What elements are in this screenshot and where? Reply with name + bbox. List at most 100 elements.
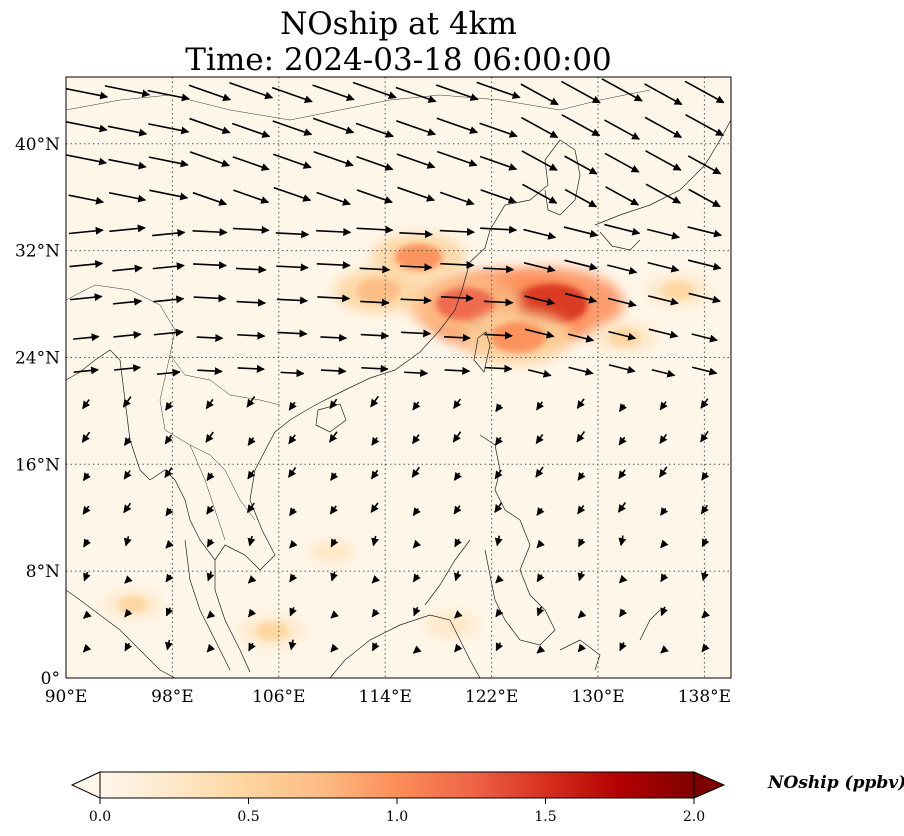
wind-arrow — [370, 395, 379, 408]
wind-arrow — [535, 401, 545, 411]
wind-arrow — [66, 120, 108, 133]
wind-vectors — [66, 78, 725, 654]
wind-arrow — [618, 535, 627, 547]
wind-arrow — [152, 262, 185, 271]
wind-arrow — [495, 403, 504, 413]
wind-arrow — [233, 189, 270, 204]
wind-arrow — [165, 573, 174, 583]
wind-arrow — [521, 116, 559, 139]
wind-arrow — [330, 472, 339, 481]
wind-arrow — [568, 366, 594, 376]
lat-tick-labels: 0° 8°N 16°N 24°N 32°N 40°N — [15, 135, 60, 689]
wind-arrow — [684, 80, 725, 104]
wind-arrow — [411, 466, 420, 478]
wind-arrow — [453, 571, 462, 582]
wind-arrow — [153, 328, 184, 337]
wind-arrow — [604, 223, 641, 236]
wind-arrow — [523, 228, 557, 240]
wind-arrow — [124, 608, 133, 618]
country-borders — [66, 89, 651, 541]
wind-arrow — [69, 293, 103, 302]
wind-arrow — [521, 150, 558, 171]
wind-arrow — [272, 120, 313, 136]
wind-arrow — [66, 87, 109, 100]
wind-arrow — [435, 84, 479, 101]
wind-arrow — [276, 296, 309, 305]
wind-arrow — [412, 573, 421, 583]
wind-arrow — [564, 259, 598, 271]
wind-arrow — [536, 539, 545, 549]
concentration-core — [437, 616, 466, 633]
wind-arrow — [646, 228, 680, 240]
wind-arrow — [401, 329, 432, 338]
wind-arrow — [494, 469, 503, 480]
wind-arrow — [524, 295, 556, 306]
wind-arrow — [440, 260, 475, 269]
wind-arrow — [452, 431, 462, 443]
wind-arrow — [688, 188, 721, 208]
wind-arrow — [440, 294, 474, 303]
lon-tick-label: 106°E — [252, 687, 305, 707]
wind-arrow — [289, 573, 298, 583]
wind-arrow — [479, 155, 518, 171]
wind-arrow — [576, 398, 585, 409]
wind-arrow — [312, 117, 355, 134]
wind-arrow — [618, 608, 628, 618]
wind-arrow — [104, 85, 151, 98]
wind-arrow — [444, 366, 471, 375]
wind-arrow — [412, 539, 422, 549]
colorbar-label: NOship (ppbv) — [767, 773, 904, 793]
wind-arrow — [356, 225, 394, 234]
wind-arrow — [484, 331, 513, 340]
wind-arrow — [123, 536, 132, 547]
wind-arrow — [524, 328, 555, 339]
wind-arrow — [276, 263, 309, 272]
wind-arrow — [206, 571, 215, 582]
wind-arrow — [601, 78, 643, 102]
wind-arrow — [564, 155, 598, 175]
wind-arrow — [371, 436, 380, 446]
wind-arrow — [320, 333, 348, 342]
wind-arrow — [271, 86, 313, 104]
wind-arrow — [607, 297, 637, 308]
wind-arrow — [82, 643, 92, 653]
wind-arrow — [618, 436, 627, 446]
wind-arrow — [82, 472, 91, 482]
wind-arrow — [124, 575, 133, 584]
wind-arrow — [122, 396, 132, 408]
wind-arrow — [360, 331, 390, 340]
wind-arrow — [701, 538, 710, 548]
colorbar-min-extend — [70, 771, 101, 799]
wind-arrow — [687, 226, 722, 238]
wind-arrow — [370, 502, 379, 513]
wind-arrow — [692, 366, 718, 376]
wind-arrow — [413, 606, 421, 617]
wind-arrow — [437, 150, 478, 167]
wind-arrow — [480, 189, 517, 204]
wind-arrow — [316, 191, 351, 206]
colorbar-tick-label: 1.0 — [386, 809, 408, 825]
wind-arrow — [149, 189, 189, 201]
concentration-core — [490, 322, 546, 353]
wind-arrow — [248, 642, 256, 652]
wind-arrow — [700, 430, 709, 443]
wind-arrow — [644, 116, 683, 139]
wind-arrow — [273, 186, 312, 202]
wind-arrow — [312, 84, 355, 102]
concentration-core — [356, 278, 401, 304]
colorbar-tick-label: 0.5 — [237, 809, 259, 825]
wind-arrow — [577, 571, 586, 582]
wind-arrow — [536, 573, 545, 583]
wind-arrow — [82, 505, 91, 515]
wind-arrow — [236, 298, 267, 307]
wind-arrow — [196, 333, 224, 342]
wind-arrow — [247, 535, 256, 547]
wind-arrow — [479, 122, 518, 138]
wind-arrow — [399, 263, 433, 272]
wind-arrow — [148, 123, 190, 135]
wind-arrow — [701, 609, 710, 619]
wind-arrow — [480, 225, 518, 234]
colorbar-bar — [99, 771, 695, 799]
wind-arrow — [436, 117, 479, 134]
wind-arrow — [660, 539, 669, 549]
